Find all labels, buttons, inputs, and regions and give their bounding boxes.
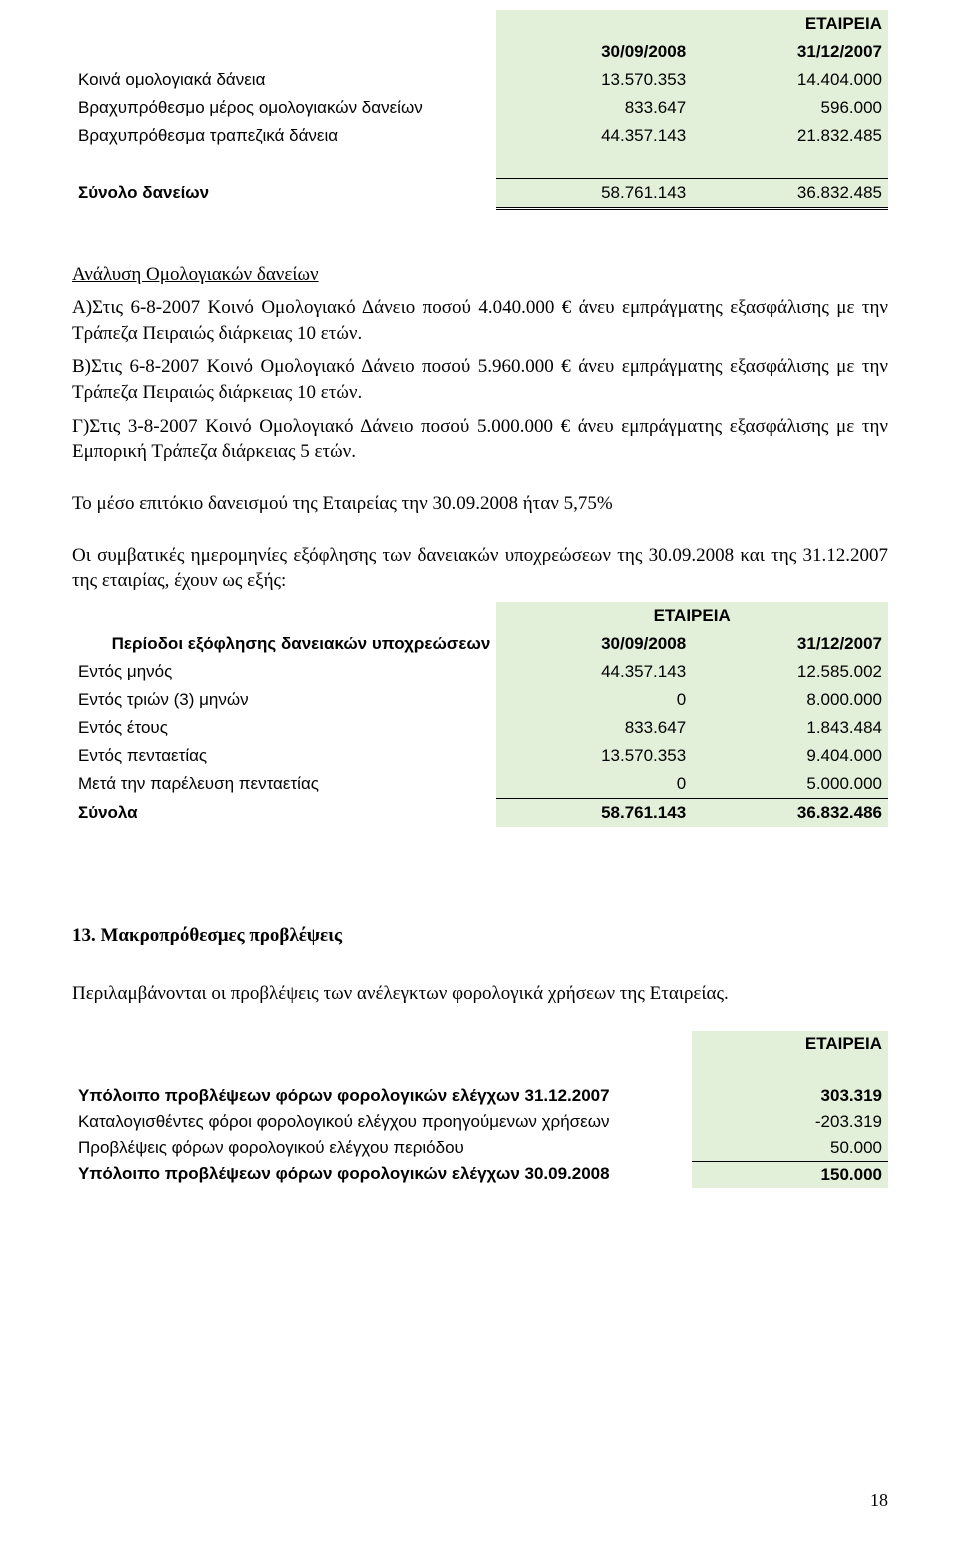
t1-company-header: ΕΤΑΙΡΕΙΑ bbox=[496, 10, 888, 38]
table-row: Υπόλοιπο προβλέψεων φόρων φορολογικών ελ… bbox=[72, 1161, 888, 1188]
table-row: Βραχυπρόθεσμο μέρος ομολογιακών δανείων … bbox=[72, 94, 888, 122]
t2-company-header: ΕΤΑΙΡΕΙΑ bbox=[496, 602, 888, 630]
table-row: Εντός έτους 833.647 1.843.484 bbox=[72, 714, 888, 742]
analysis-dates-intro: Οι συμβατικές ημερομηνίες εξόφλησης των … bbox=[72, 543, 888, 594]
t2-total-row: Σύνολα 58.761.143 36.832.486 bbox=[72, 798, 888, 827]
t2-header-label: Περίοδοι εξόφλησης δανειακών υποχρεώσεων bbox=[72, 630, 496, 658]
section-13-desc: Περιλαμβάνονται οι προβλέψεις των ανέλεγ… bbox=[72, 981, 888, 1007]
loans-table: ΕΤΑΙΡΕΙΑ 30/09/2008 31/12/2007 Κοινά ομο… bbox=[72, 10, 888, 210]
t1-total-row: Σύνολο δανείων 58.761.143 36.832.485 bbox=[72, 178, 888, 208]
table-row: Βραχυπρόθεσμα τραπεζικά δάνεια 44.357.14… bbox=[72, 122, 888, 150]
table-row: Εντός μηνός 44.357.143 12.585.002 bbox=[72, 658, 888, 686]
t2-date2: 31/12/2007 bbox=[692, 630, 888, 658]
table-row: Υπόλοιπο προβλέψεων φόρων φορολογικών ελ… bbox=[72, 1083, 888, 1109]
t1-date2: 31/12/2007 bbox=[692, 38, 888, 66]
analysis-a: Α)Στις 6-8-2007 Κοινό Ομολογιακό Δάνειο … bbox=[72, 295, 888, 346]
provisions-table: ΕΤΑΙΡΕΙΑ Υπόλοιπο προβλέψεων φόρων φορολ… bbox=[72, 1031, 888, 1188]
spacer-row bbox=[72, 1057, 888, 1083]
section-13-title: 13. Μακροπρόθεσμες προβλέψεις bbox=[72, 925, 888, 947]
analysis-title: Ανάλυση Ομολογιακών δανείων bbox=[72, 262, 888, 288]
page-number: 18 bbox=[870, 1490, 888, 1511]
repayment-table: ΕΤΑΙΡΕΙΑ Περίοδοι εξόφλησης δανειακών υπ… bbox=[72, 602, 888, 827]
t3-company-header: ΕΤΑΙΡΕΙΑ bbox=[692, 1031, 888, 1057]
spacer-row bbox=[72, 150, 888, 178]
table-row: Προβλέψεις φόρων φορολογικού ελέγχου περ… bbox=[72, 1135, 888, 1162]
table-row: Εντός τριών (3) μηνών 0 8.000.000 bbox=[72, 686, 888, 714]
empty-cell bbox=[72, 10, 496, 38]
analysis-b: Β)Στις 6-8-2007 Κοινό Ομολογιακό Δάνειο … bbox=[72, 354, 888, 405]
table-row: Κοινά ομολογιακά δάνεια 13.570.353 14.40… bbox=[72, 66, 888, 94]
t2-date1: 30/09/2008 bbox=[496, 630, 692, 658]
table-row: Καταλογισθέντες φόροι φορολογικού ελέγχο… bbox=[72, 1109, 888, 1135]
analysis-rate: Το μέσο επιτόκιο δανεισμού της Εταιρείας… bbox=[72, 491, 888, 517]
t1-date1: 30/09/2008 bbox=[496, 38, 692, 66]
analysis-c: Γ)Στις 3-8-2007 Κοινό Ομολογιακό Δάνειο … bbox=[72, 414, 888, 465]
table-row: Εντός πενταετίας 13.570.353 9.404.000 bbox=[72, 742, 888, 770]
table-row: Μετά την παρέλευση πενταετίας 0 5.000.00… bbox=[72, 770, 888, 799]
